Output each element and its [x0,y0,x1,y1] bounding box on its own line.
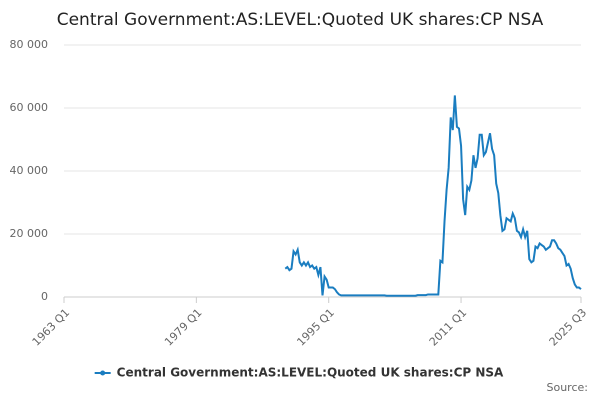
y-tick-label: 80 000 [10,38,49,51]
x-tick-label: 1995 Q1 [294,306,337,349]
legend-marker [100,370,106,376]
y-tick-label: 0 [41,290,48,303]
x-tick-label: 2025 Q3 [547,306,590,349]
y-tick-label: 60 000 [10,101,49,114]
data-line [284,95,582,297]
x-tick-label: 1963 Q1 [30,306,73,349]
x-tick-label: 2011 Q1 [427,306,470,349]
y-tick-label: 40 000 [10,164,49,177]
legend-label: Central Government:AS:LEVEL:Quoted UK sh… [117,366,504,380]
source: Source: [547,381,589,394]
chart-title: Central Government:AS:LEVEL:Quoted UK sh… [57,10,544,30]
x-tick-label: 1979 Q1 [162,306,205,349]
y-tick-label: 20 000 [10,227,49,240]
